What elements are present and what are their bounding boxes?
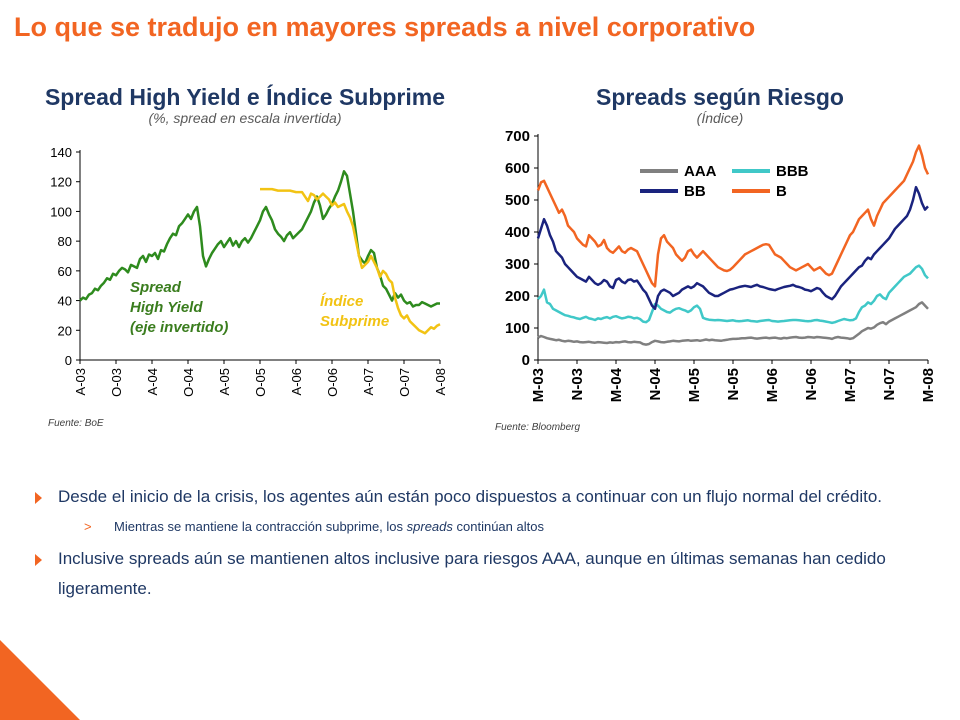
x-tick-label: A-05 — [217, 368, 232, 395]
y-tick-label: 60 — [58, 264, 72, 279]
series-line-aaa — [537, 301, 929, 346]
chart-right-title: Spreads según Riesgo — [596, 84, 844, 110]
legend-label: BBB — [776, 163, 809, 180]
x-tick-label: A-03 — [73, 368, 88, 395]
sub-bullet-text-b: continúan altos — [452, 519, 544, 534]
x-tick-label: M-06 — [764, 368, 781, 402]
y-tick-label: 20 — [58, 323, 72, 338]
x-tick-label: O-03 — [109, 368, 124, 397]
x-tick-label: O-06 — [325, 368, 340, 397]
y-tick-label: 40 — [58, 294, 72, 309]
chart-right-subtitle: (Índice) — [696, 110, 744, 126]
bullet-item: Inclusive spreads aún se mantienen altos… — [35, 544, 924, 604]
y-tick-label: 100 — [50, 204, 72, 219]
sub-bullet-text-italic: spreads — [406, 519, 453, 534]
legend-label: AAA — [684, 163, 717, 180]
legend-label: BB — [684, 183, 706, 200]
sub-bullet-marker: > — [84, 519, 92, 534]
x-tick-label: M-07 — [842, 368, 859, 402]
bullet-item: Desde el inicio de la crisis, los agente… — [35, 482, 924, 512]
x-tick-label: N-03 — [569, 368, 586, 401]
chart-left: 0 20 40 60 80 100 120 140 A-03 O-03 A-04 O-04 A-05 O-… — [50, 145, 448, 397]
y-tick-label: 100 — [505, 320, 530, 337]
bullet-text: Desde el inicio de la crisis, los agente… — [58, 487, 883, 506]
y-tick-label: 200 — [505, 288, 530, 305]
y-tick-label: 140 — [50, 145, 72, 160]
page-title: Lo que se tradujo en mayores spreads a n… — [14, 12, 756, 42]
y-tick-label: 80 — [58, 234, 72, 249]
bullet-arrow-icon — [35, 554, 42, 566]
legend-label: B — [776, 183, 787, 200]
series-line-bb — [536, 185, 929, 311]
x-tick-label: O-07 — [397, 368, 412, 397]
annotation-label: Subprime — [320, 313, 389, 330]
x-tick-label: O-05 — [253, 368, 268, 397]
chart-left-source: Fuente: BoE — [48, 418, 104, 429]
y-tick-label: 400 — [505, 224, 530, 241]
x-tick-label: M-03 — [530, 368, 547, 402]
bullet-arrow-icon — [35, 492, 42, 504]
x-tick-label: M-05 — [686, 368, 703, 402]
y-tick-label: 120 — [50, 175, 72, 190]
x-tick-label: A-07 — [361, 368, 376, 395]
x-tick-label: A-06 — [289, 368, 304, 395]
annotation-label: (eje invertido) — [130, 319, 228, 336]
x-tick-label: N-04 — [647, 367, 664, 400]
chart-right: 0 100 200 300 400 500 600 700 M-03 N-03 M-04 N-04 M-… — [505, 128, 937, 402]
annotation-label: Índice — [320, 293, 363, 310]
y-tick-label: 0 — [65, 353, 72, 368]
x-tick-label: M-04 — [608, 367, 625, 402]
series-line-bbb — [537, 264, 929, 325]
annotation-label: Spread — [130, 279, 182, 296]
x-tick-label: M-08 — [920, 368, 937, 402]
annotation-label: High Yield — [130, 299, 203, 316]
x-tick-label: N-07 — [881, 368, 898, 401]
x-tick-label: O-04 — [181, 368, 196, 397]
y-tick-label: 500 — [505, 192, 530, 209]
x-tick-label: A-04 — [145, 368, 160, 395]
bullet-text: Inclusive spreads aún se mantienen altos… — [58, 549, 886, 598]
sub-bullet-item: > Mientras se mantiene la contracción su… — [44, 516, 924, 538]
y-tick-label: 300 — [505, 256, 530, 273]
sub-bullet-text-a: Mientras se mantiene la contracción subp… — [114, 519, 407, 534]
bullet-list: Desde el inicio de la crisis, los agente… — [35, 482, 924, 604]
series-line — [260, 187, 441, 335]
y-tick-label: 0 — [522, 352, 530, 369]
chart-left-subtitle: (%, spread en escala invertida) — [148, 110, 342, 126]
chart-left-title: Spread High Yield e Índice Subprime — [44, 84, 446, 110]
y-tick-label: 600 — [505, 160, 530, 177]
y-tick-label: 700 — [505, 128, 530, 145]
chart-right-source: Fuente: Bloomberg — [495, 422, 581, 433]
corner-decoration — [0, 640, 80, 720]
x-tick-label: N-06 — [803, 368, 820, 401]
x-tick-label: N-05 — [725, 368, 742, 401]
x-tick-label: A-08 — [433, 368, 448, 395]
series-line-b — [536, 144, 930, 288]
